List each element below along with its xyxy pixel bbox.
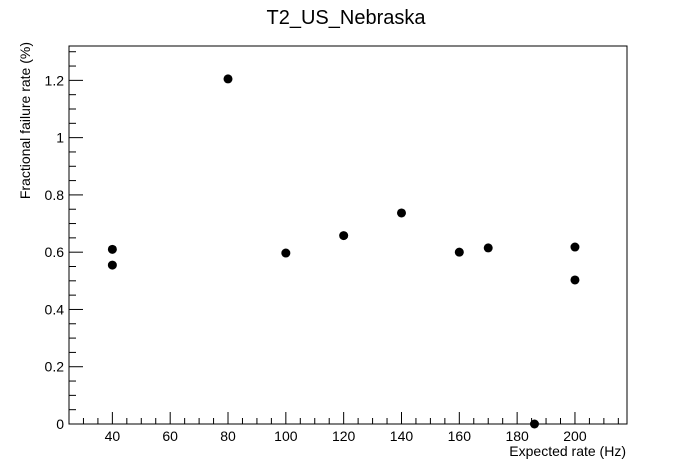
x-tick-label: 40 [105, 428, 121, 444]
x-tick-label: 120 [332, 428, 356, 444]
data-point [107, 260, 117, 270]
data-points [107, 74, 580, 429]
x-tick-label: 200 [563, 428, 587, 444]
x-tick-label: 100 [274, 428, 298, 444]
x-tick-label: 180 [505, 428, 529, 444]
data-point [107, 244, 117, 254]
data-point [281, 248, 291, 258]
x-tick-label: 160 [448, 428, 472, 444]
y-axis-tick-labels: 0 0.2 0.4 0.6 0.8 1 1.2 [45, 72, 65, 432]
data-point [396, 208, 406, 218]
axis-ticks [68, 51, 619, 425]
y-tick-label: 0.6 [45, 244, 65, 260]
data-point [223, 74, 233, 84]
x-axis-tick-labels: 40 60 80 100 120 140 160 180 200 [105, 428, 587, 444]
y-tick-label: 0 [56, 416, 64, 432]
data-point [454, 247, 464, 257]
y-tick-label: 0.4 [45, 301, 65, 317]
x-axis-label: Expected rate (Hz) [509, 443, 626, 459]
y-axis-label: Fractional failure rate (%) [17, 42, 33, 199]
data-point [483, 243, 493, 253]
y-tick-label: 0.2 [45, 359, 65, 375]
chart-title: T2_US_Nebraska [267, 7, 427, 29]
data-point [529, 419, 539, 429]
x-tick-label: 60 [162, 428, 178, 444]
data-point [570, 242, 580, 252]
x-tick-label: 140 [390, 428, 414, 444]
y-tick-label: 1.2 [45, 72, 65, 88]
x-tick-label: 80 [220, 428, 236, 444]
y-tick-label: 1 [56, 130, 64, 146]
data-point [570, 275, 580, 285]
data-point [339, 231, 349, 241]
plot-frame [68, 45, 628, 425]
y-tick-label: 0.8 [45, 187, 65, 203]
